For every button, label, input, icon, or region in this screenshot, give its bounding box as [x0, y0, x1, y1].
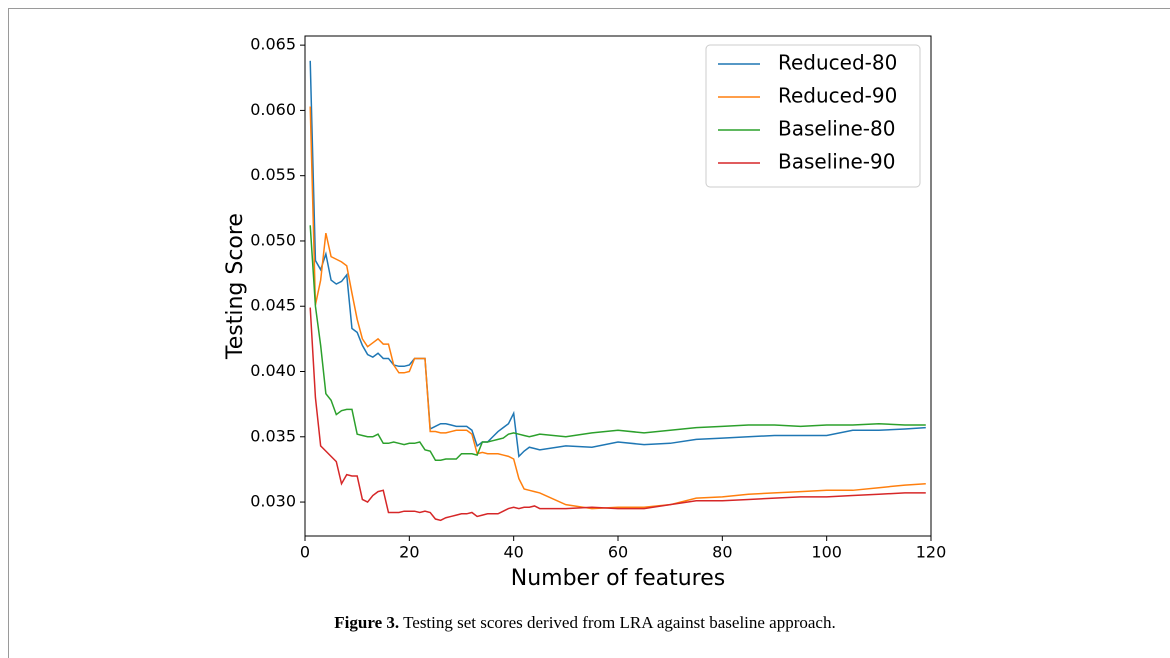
caption-label: Figure 3. — [334, 613, 399, 632]
y-tick-label: 0.030 — [250, 492, 296, 511]
x-tick-label: 20 — [399, 543, 419, 562]
y-tick-label: 0.055 — [250, 165, 296, 184]
y-tick-label: 0.035 — [250, 426, 296, 445]
series-line — [309, 60, 926, 458]
y-tick-label: 0.065 — [250, 35, 296, 54]
y-tick-label: 0.045 — [250, 296, 296, 315]
legend-label: Baseline-90 — [778, 150, 895, 174]
legend-label: Baseline-80 — [778, 117, 895, 141]
caption-text: Testing set scores derived from LRA agai… — [403, 613, 836, 632]
x-tick-label: 40 — [503, 543, 523, 562]
x-tick-label: 0 — [300, 543, 310, 562]
legend-label: Reduced-90 — [778, 84, 897, 108]
series-line — [309, 307, 926, 522]
y-tick-label: 0.040 — [250, 361, 296, 380]
x-tick-label: 120 — [916, 543, 947, 562]
x-tick-label: 100 — [811, 543, 842, 562]
x-tick-label: 80 — [712, 543, 732, 562]
legend-label: Reduced-80 — [778, 51, 897, 75]
x-axis-label: Number of features — [511, 566, 725, 591]
legend-box — [705, 44, 921, 188]
y-axis-label: Testing Score — [223, 213, 248, 360]
series-line — [309, 225, 926, 462]
y-tick-label: 0.050 — [250, 230, 296, 249]
figure-frame — [8, 8, 1170, 658]
y-tick-label: 0.060 — [250, 100, 296, 119]
caption: Figure 3. Testing set scores derived fro… — [334, 613, 835, 632]
plot-frame — [304, 35, 932, 537]
x-tick-label: 60 — [608, 543, 628, 562]
